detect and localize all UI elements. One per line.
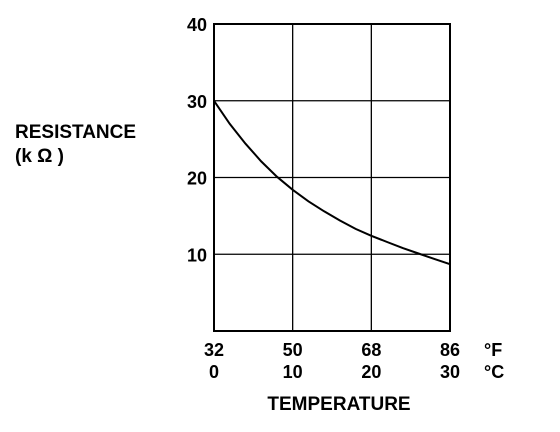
x-tick-label-celsius: 10 [283, 362, 303, 382]
x-unit-fahrenheit: °F [484, 340, 502, 360]
plot-frame [213, 23, 451, 332]
x-tick-label-fahrenheit: 32 [204, 340, 224, 360]
x-axis-title: TEMPERATURE [267, 394, 410, 415]
y-axis-title-line2: (k Ω ) [15, 146, 64, 167]
y-tick-label: 10 [187, 245, 207, 265]
y-tick-label: 30 [187, 92, 207, 112]
x-unit-celsius: °C [484, 362, 504, 382]
x-tick-label-fahrenheit: 50 [283, 340, 303, 360]
x-tick-label-celsius: 0 [209, 362, 219, 382]
y-tick-label: 20 [187, 169, 207, 189]
y-tick-labels: 40 30 20 10 [187, 15, 207, 265]
resistance-curve [213, 100, 451, 266]
y-tick-label: 40 [187, 15, 207, 35]
x-tick-label-fahrenheit: 86 [440, 340, 460, 360]
x-tick-label-fahrenheit: 68 [361, 340, 381, 360]
x-tick-label-celsius: 20 [361, 362, 381, 382]
grid-lines [214, 24, 450, 331]
y-axis-title-line1: RESISTANCE [15, 122, 136, 143]
x-tick-label-celsius: 30 [440, 362, 460, 382]
